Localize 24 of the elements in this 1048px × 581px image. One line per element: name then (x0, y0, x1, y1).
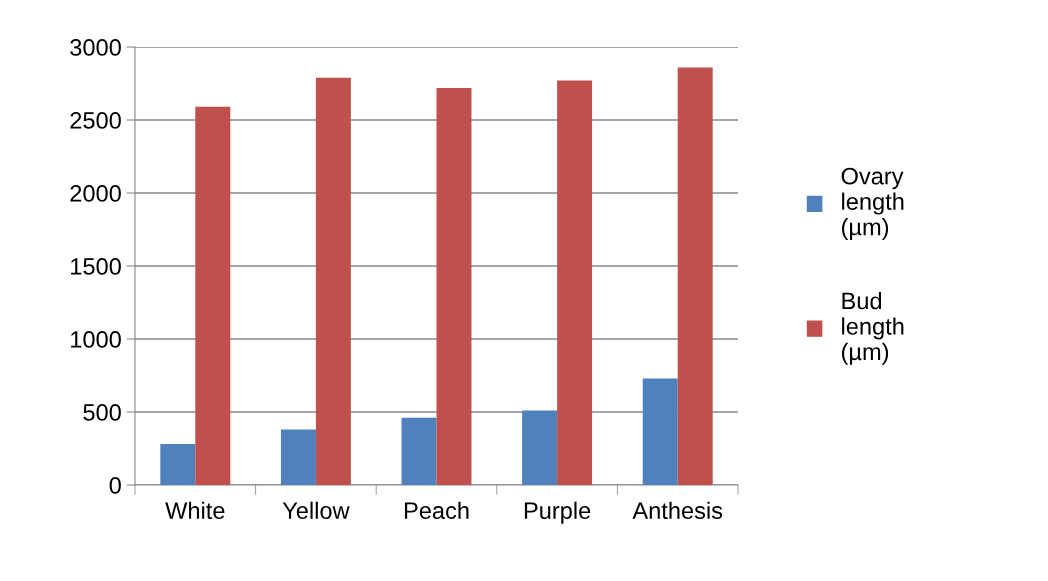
x-tick-label: Purple (524, 501, 591, 524)
x-tick-label: Peach (404, 501, 469, 520)
bar (195, 106, 231, 485)
y-tick-label: 1500 (71, 258, 121, 275)
x-tick-label: Anthesis (632, 501, 723, 520)
y-tick-label: 3000 (70, 39, 121, 56)
x-tick-label: Yellow (282, 501, 350, 520)
bar (160, 444, 196, 485)
bar (677, 67, 713, 485)
y-tick-label: 2500 (70, 112, 121, 129)
legend-label: Ovary length (µm) (841, 167, 904, 241)
bar (315, 77, 351, 485)
bar (522, 410, 558, 485)
bar (642, 378, 678, 485)
legend-label: Bud length (µm) (842, 291, 904, 365)
bar (436, 87, 472, 485)
bar (401, 417, 437, 485)
bar (280, 429, 316, 485)
y-tick-label: 0 (109, 477, 121, 494)
y-tick-label: 500 (83, 404, 121, 421)
x-tick-label: White (165, 501, 225, 520)
y-tick-label: 1000 (71, 331, 121, 348)
y-tick-label: 2000 (70, 185, 121, 202)
bar (557, 80, 593, 485)
